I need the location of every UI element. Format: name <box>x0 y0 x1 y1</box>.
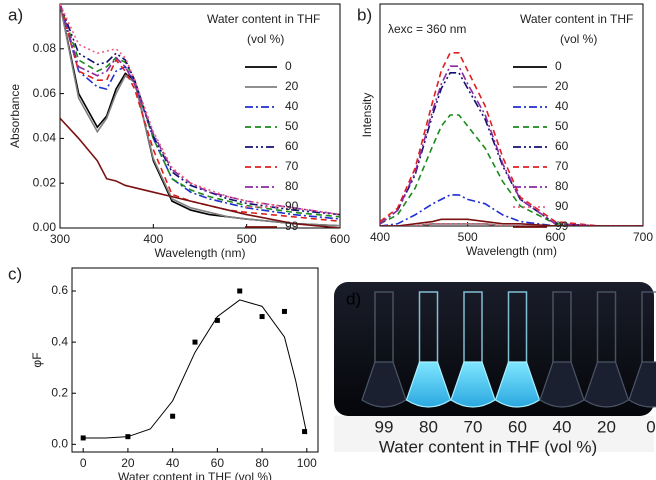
x-tick-label: 500 <box>458 230 478 244</box>
y-tick-label: 0.02 <box>33 175 57 189</box>
legend-title: (vol %) <box>560 32 597 46</box>
series-line <box>380 114 643 226</box>
vial-label: 70 <box>464 417 483 436</box>
legend-label: 0 <box>555 59 562 73</box>
y-tick-label: 0.6 <box>51 283 68 297</box>
y-axis-label: Intensity <box>360 93 374 138</box>
legend-label: 99 <box>555 219 569 233</box>
series-line <box>60 4 340 223</box>
vial-body <box>628 361 656 408</box>
y-tick-label: 0.06 <box>33 86 57 100</box>
plot-frame <box>59 3 341 229</box>
legend-label: 90 <box>555 199 569 213</box>
label-strip <box>334 416 654 452</box>
series-line <box>60 4 340 216</box>
vial-label: 80 <box>419 417 438 436</box>
legend-label: 40 <box>285 99 299 113</box>
data-point <box>80 435 86 441</box>
x-tick-label: 20 <box>121 456 135 470</box>
legend-label: 70 <box>285 159 299 173</box>
legend-label: 99 <box>285 219 299 233</box>
x-axis-label: Water content in THF (vol %) <box>118 470 272 480</box>
x-tick-label: 300 <box>50 232 70 246</box>
vial-label: 99 <box>375 417 394 436</box>
series-line <box>60 4 340 218</box>
y-tick-label: 0.04 <box>33 131 57 145</box>
fit-line <box>83 299 308 439</box>
vial-label: 40 <box>553 417 572 436</box>
plot-frame <box>379 3 644 227</box>
legend-title: Water content in THF <box>207 12 320 26</box>
chart-panel: 300 400 500 6000.000.020.040.060.08Waveleng… <box>8 3 350 260</box>
data-point <box>237 288 243 294</box>
data-point <box>170 413 176 419</box>
y-axis-label: Absorbance <box>8 84 22 148</box>
legend-label: 70 <box>555 159 569 173</box>
data-point <box>302 429 308 435</box>
legend-label: 90 <box>285 199 299 213</box>
y-tick-label: 0.0 <box>51 437 68 451</box>
chart-panel: 0 20 40 60 80 100 0.0 0.2 0.4 0.6 Water content in… <box>8 264 319 480</box>
legend-label: 60 <box>555 139 569 153</box>
x-tick-label: 600 <box>545 230 565 244</box>
vial-label: 0 <box>646 417 655 436</box>
data-point <box>125 434 131 440</box>
legend-label: 40 <box>555 99 569 113</box>
x-tick-label: 100 <box>297 456 317 470</box>
panel-label: c) <box>8 264 22 283</box>
legend-title: Water content in THF <box>520 12 633 26</box>
x-tick-label: 600 <box>330 232 350 246</box>
plot-frame <box>71 267 319 453</box>
y-axis-label: φF <box>30 352 44 367</box>
panel-label: b) <box>357 5 372 24</box>
data-point <box>214 317 220 323</box>
panel-label: a) <box>8 5 23 24</box>
vials <box>361 291 656 408</box>
data-point <box>192 339 198 345</box>
legend-label: 80 <box>555 179 569 193</box>
series-line <box>380 52 643 226</box>
legend-label: 50 <box>285 119 299 133</box>
series-line <box>380 65 643 226</box>
series-line <box>60 4 340 216</box>
annotation: λexc = 360 nm <box>388 22 466 36</box>
x-tick-label: 0 <box>80 456 87 470</box>
series-line <box>380 218 643 226</box>
y-tick-label: 0.4 <box>51 334 68 348</box>
data-point <box>259 314 265 320</box>
photo-panel: d) Water content in THF (vol %) <box>334 282 656 456</box>
x-tick-label: 60 <box>211 456 225 470</box>
legend-label: 20 <box>285 79 299 93</box>
legend-title: (vol %) <box>247 32 284 46</box>
legend-label: 80 <box>285 179 299 193</box>
y-tick-label: 0.08 <box>33 41 57 55</box>
legend-label: 20 <box>555 79 569 93</box>
series-line <box>380 194 643 226</box>
vial-label: 60 <box>508 417 527 436</box>
series-line <box>60 117 340 228</box>
x-tick-label: 400 <box>143 232 163 246</box>
vial-label: 20 <box>597 417 616 436</box>
x-tick-label: 700 <box>633 230 653 244</box>
x-axis-label: Wavelength (nm) <box>155 246 246 260</box>
x-tick-label: 80 <box>255 456 269 470</box>
series-line <box>60 4 340 216</box>
y-tick-label: 0.00 <box>33 220 57 234</box>
legend-label: 50 <box>555 119 569 133</box>
y-tick-label: 0.2 <box>51 385 68 399</box>
legend-label: 60 <box>285 139 299 153</box>
series-line <box>380 222 643 226</box>
panel-label: d) <box>346 289 361 308</box>
x-tick-label: 40 <box>166 456 180 470</box>
legend-label: 0 <box>285 59 292 73</box>
x-tick-label: 500 <box>237 232 257 246</box>
photo-caption: Water content in THF (vol %) <box>379 437 597 456</box>
x-axis-label: Wavelength (nm) <box>466 244 557 258</box>
x-tick-label: 400 <box>370 230 390 244</box>
data-point <box>281 308 287 314</box>
series-line <box>60 4 340 227</box>
